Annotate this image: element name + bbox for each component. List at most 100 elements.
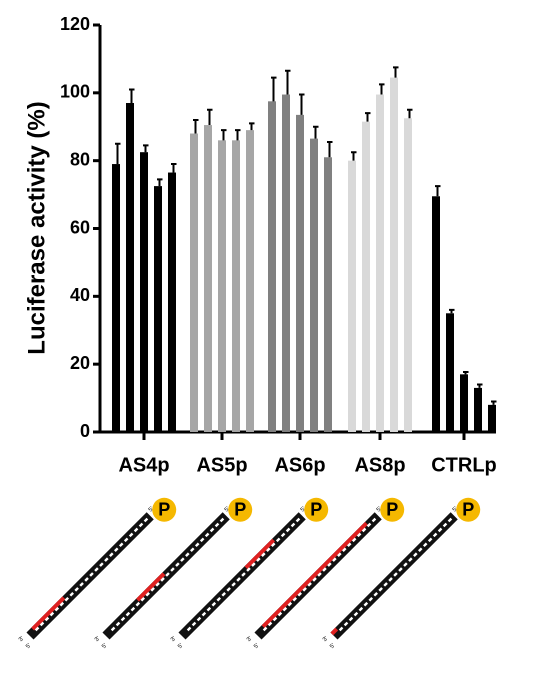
bar — [218, 140, 226, 433]
base-pair — [79, 582, 84, 587]
base-pair — [373, 592, 378, 597]
base-pair — [285, 527, 291, 533]
base-pair — [194, 542, 200, 548]
error-bar — [207, 108, 213, 126]
base-pair — [204, 532, 210, 538]
error-bar — [235, 129, 241, 141]
base-pair — [211, 601, 217, 607]
error-bar — [143, 144, 149, 153]
base-pair — [256, 557, 261, 562]
base-pair — [432, 532, 438, 538]
base-pair — [442, 522, 448, 528]
end-label: 5' — [376, 506, 383, 513]
error-bar — [271, 76, 277, 102]
x-tick-label: AS6p — [274, 454, 325, 476]
x-tick-label: AS5p — [196, 454, 247, 476]
error-bar — [477, 383, 483, 388]
bar — [204, 125, 212, 432]
base-pair — [190, 547, 195, 552]
error-bar — [115, 142, 121, 165]
base-pair — [84, 577, 89, 582]
base-pair — [393, 572, 398, 577]
bar — [232, 140, 240, 433]
base-pair — [209, 527, 215, 533]
base-pair — [343, 621, 349, 627]
base-pair — [143, 517, 149, 523]
base-pair — [74, 587, 79, 592]
base-pair — [342, 547, 347, 552]
base-pair — [214, 522, 220, 528]
base-pair — [348, 616, 354, 622]
base-pair — [135, 601, 141, 607]
phosphate-circle — [152, 497, 177, 522]
base-pair — [64, 596, 70, 602]
y-axis-label: Luciferase activity (%) — [23, 101, 50, 354]
base-pair — [226, 587, 231, 592]
error-bar — [285, 69, 291, 95]
base-pair — [346, 542, 352, 548]
base-pair — [110, 626, 116, 632]
y-tick-label: 20 — [70, 353, 90, 373]
base-pair — [338, 626, 344, 632]
base-pair — [302, 587, 307, 592]
base-pair — [287, 601, 293, 607]
error-bar — [463, 370, 469, 375]
base-pair — [251, 562, 256, 567]
base-pair — [99, 562, 104, 567]
error-bar — [221, 129, 227, 141]
modified-segment — [261, 521, 368, 629]
base-pair — [165, 572, 170, 577]
bar — [348, 160, 356, 432]
y-tick-label: 120 — [60, 14, 90, 34]
error-bar — [351, 151, 357, 161]
phosphate-circle — [380, 497, 405, 522]
base-pair — [170, 567, 175, 572]
end-label: 5' — [101, 643, 108, 650]
base-pair — [246, 567, 251, 572]
base-pair — [196, 616, 202, 622]
phosphate-label: P — [158, 500, 170, 520]
bar — [488, 404, 496, 432]
base-pair — [118, 542, 124, 548]
base-pair — [191, 621, 197, 627]
base-pair — [332, 557, 337, 562]
bar — [246, 130, 254, 432]
base-pair — [282, 606, 288, 612]
base-pair — [363, 601, 369, 607]
base-pair — [49, 611, 55, 617]
error-bar — [129, 88, 135, 104]
base-pair — [290, 522, 296, 528]
base-pair — [206, 606, 212, 612]
error-bar — [327, 141, 333, 158]
end-label: 5' — [224, 506, 231, 513]
base-pair — [408, 557, 413, 562]
base-pair — [59, 601, 65, 607]
base-pair — [351, 537, 357, 543]
base-pair — [89, 572, 94, 577]
base-pair — [39, 621, 45, 627]
bar — [404, 118, 412, 432]
end-label: 5' — [329, 643, 336, 650]
base-pair — [231, 582, 236, 587]
error-bar — [407, 108, 413, 119]
error-bar — [435, 185, 441, 197]
x-tick-label: AS4p — [118, 454, 169, 476]
base-pair — [69, 592, 74, 597]
base-pair — [292, 596, 298, 602]
error-bar — [157, 178, 163, 187]
base-pair — [241, 572, 246, 577]
base-pair — [128, 532, 134, 538]
duplex: 5'3'3'5' — [322, 506, 466, 650]
base-pair — [398, 567, 403, 572]
base-pair — [34, 626, 40, 632]
base-pair — [216, 596, 222, 602]
error-bar — [313, 125, 319, 139]
bar — [362, 121, 370, 432]
phosphate-label: P — [310, 500, 322, 520]
base-pair — [297, 592, 302, 597]
phosphate-circle — [456, 497, 481, 522]
bar — [112, 164, 120, 432]
duplex: 5'3'3'5' — [18, 506, 162, 650]
base-pair — [307, 582, 312, 587]
base-pair — [378, 587, 383, 592]
